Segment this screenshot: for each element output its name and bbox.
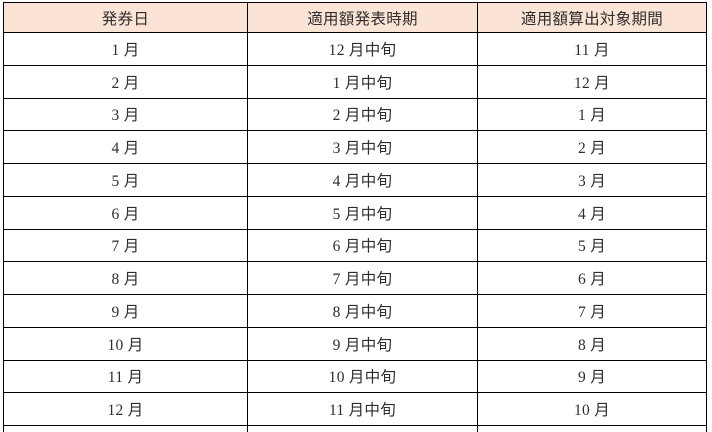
table-cell <box>247 425 478 432</box>
header-cell-issue-date: 発券日 <box>3 2 248 33</box>
table-row: 11 月 10 月中旬 9 月 <box>3 359 707 394</box>
table-cell: 6 月中旬 <box>247 228 478 263</box>
table-cell: 5 月 <box>3 163 248 197</box>
table-cell: 8 月 <box>3 261 248 295</box>
table-cell <box>477 425 707 432</box>
header-cell-calculation-target-period: 適用額算出対象期間 <box>477 2 707 33</box>
table-cell: 8 月中旬 <box>247 294 478 328</box>
table-cell: 12 月 <box>3 392 248 426</box>
table-cell: 12 月 <box>477 64 707 99</box>
table-cell: 6 月 <box>477 261 707 295</box>
table-cell: 5 月 <box>477 228 707 263</box>
table-cell: 2 月中旬 <box>247 97 478 132</box>
table-cell: 4 月 <box>477 195 707 230</box>
table-cell: 3 月中旬 <box>247 130 478 164</box>
table-row-partial <box>3 425 707 432</box>
table-cell: 7 月 <box>3 228 248 263</box>
table-cell: 10 月 <box>477 392 707 426</box>
table-cell: 6 月 <box>3 195 248 230</box>
table-cell: 12 月中旬 <box>247 32 478 66</box>
table-cell: 7 月 <box>477 294 707 328</box>
table-cell: 9 月 <box>477 359 707 394</box>
table-row: 1 月 12 月中旬 11 月 <box>3 32 707 66</box>
table-cell: 7 月中旬 <box>247 261 478 295</box>
table-cell: 5 月中旬 <box>247 195 478 230</box>
table-cell: 3 月 <box>3 97 248 132</box>
table-cell: 9 月中旬 <box>247 326 478 361</box>
table-cell: 8 月 <box>477 326 707 361</box>
table-cell: 10 月中旬 <box>247 359 478 394</box>
table-cell: 10 月 <box>3 326 248 361</box>
table-cell: 1 月 <box>477 97 707 132</box>
table-cell: 2 月 <box>3 64 248 99</box>
header-cell-announcement-period: 適用額発表時期 <box>247 2 478 33</box>
table-cell <box>3 425 248 432</box>
table-cell: 1 月 <box>3 32 248 66</box>
table-cell: 1 月中旬 <box>247 64 478 99</box>
table-cell: 4 月 <box>3 130 248 164</box>
table-cell: 11 月 <box>3 359 248 394</box>
table-row: 12 月 11 月中旬 10 月 <box>3 392 707 426</box>
table-cell: 4 月中旬 <box>247 163 478 197</box>
table-cell: 3 月 <box>477 163 707 197</box>
table-cell: 9 月 <box>3 294 248 328</box>
table-cell: 11 月中旬 <box>247 392 478 426</box>
header-row: 発券日 適用額発表時期 適用額算出対象期間 <box>3 2 707 33</box>
table-cell: 2 月 <box>477 130 707 164</box>
table-cell: 11 月 <box>477 32 707 66</box>
